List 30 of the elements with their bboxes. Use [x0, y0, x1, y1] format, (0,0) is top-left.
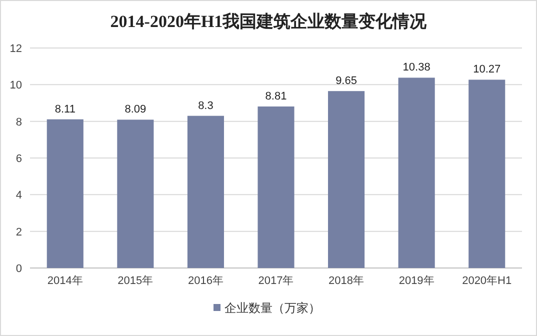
y-tick-label: 12 — [10, 43, 22, 55]
data-label: 10.38 — [402, 62, 430, 74]
x-tick-label: 2018年 — [328, 275, 364, 287]
x-tick-label: 2015年 — [118, 275, 154, 287]
bar — [187, 116, 224, 268]
data-label: 8.3 — [198, 100, 214, 112]
data-label: 10.27 — [473, 64, 501, 76]
x-tick-label: 2019年 — [398, 275, 434, 287]
y-tick-label: 6 — [16, 153, 22, 165]
legend-label: 企业数量（万家） — [224, 301, 320, 315]
y-tick-label: 0 — [16, 263, 22, 275]
bar — [328, 91, 365, 268]
y-tick-label: 4 — [16, 190, 22, 202]
y-tick-label: 8 — [16, 116, 22, 128]
data-label: 8.81 — [265, 90, 287, 102]
bar — [258, 106, 294, 268]
data-label: 9.65 — [336, 75, 357, 88]
data-label: 8.09 — [124, 104, 146, 116]
x-tick-label: 2017年 — [258, 275, 294, 287]
y-tick-label: 10 — [10, 80, 22, 92]
bar — [398, 78, 435, 268]
bar — [468, 80, 506, 268]
x-tick-label: 2020年H1 — [462, 275, 512, 287]
data-label: 8.11 — [54, 103, 76, 116]
chart-title: 2014-2020年H1我国建筑企业数量变化情况 — [110, 12, 428, 31]
x-tick-label: 2014年 — [47, 275, 83, 287]
y-tick-label: 2 — [16, 226, 22, 238]
bar — [46, 119, 84, 268]
bar — [117, 120, 154, 268]
x-tick-label: 2016年 — [188, 275, 224, 287]
